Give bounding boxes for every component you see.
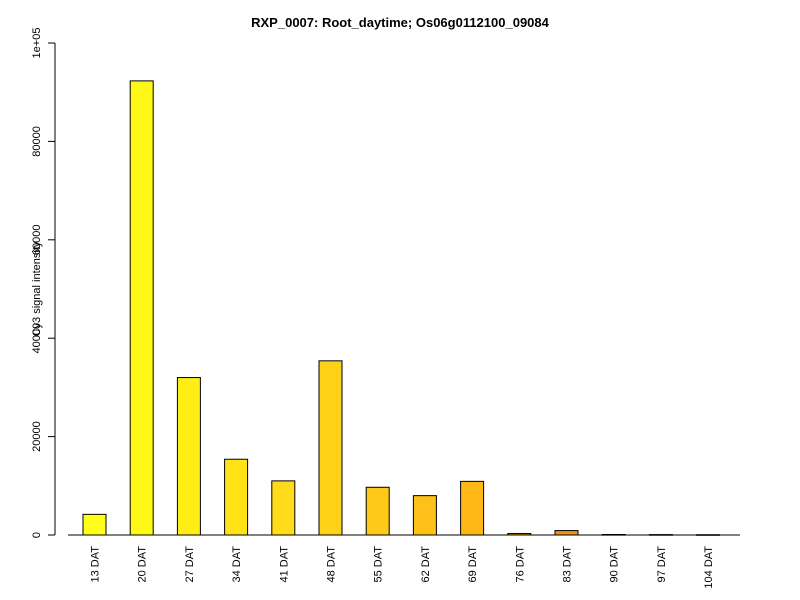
x-axis-tick-label: 48 DAT	[326, 546, 338, 583]
x-axis-tick-label: 104 DAT	[703, 546, 715, 589]
bar-55-dat	[365, 486, 390, 536]
x-axis-tick-label: 69 DAT	[467, 546, 479, 583]
bar-48-dat	[318, 360, 343, 536]
bar-90-dat	[601, 534, 626, 536]
y-axis-tick-label: 60000	[31, 225, 43, 256]
y-axis-label: Cy3 signal intensity	[31, 241, 43, 336]
x-axis-tick-label: 55 DAT	[373, 546, 385, 583]
x-axis-tick-label: 97 DAT	[656, 546, 668, 583]
x-axis-tick-label: 20 DAT	[137, 546, 149, 583]
bar-27-dat	[176, 377, 201, 536]
chart-title: RXP_0007: Root_daytime; Os06g0112100_090…	[251, 15, 550, 30]
x-axis-tick-label: 62 DAT	[420, 546, 432, 583]
y-axis-tick-label: 40000	[31, 323, 43, 354]
bar-104-dat	[696, 534, 721, 536]
bar-13-dat	[82, 513, 107, 536]
y-axis-tick-label: 1e+05	[31, 28, 43, 59]
bars-group	[82, 80, 721, 536]
x-axis-tick-label: 90 DAT	[609, 546, 621, 583]
bar-83-dat	[554, 530, 579, 536]
bar-97-dat	[648, 534, 673, 536]
y-axis: 0 20000 40000 60000 80000 1e+05	[31, 28, 56, 538]
x-axis-tick-label: 76 DAT	[514, 546, 526, 583]
y-axis-tick-label: 20000	[31, 421, 43, 452]
x-axis-tick-label: 34 DAT	[231, 546, 243, 583]
bar-76-dat	[507, 533, 532, 536]
bar-20-dat	[129, 80, 154, 536]
x-axis-tick-label: 13 DAT	[90, 546, 102, 583]
bar-69-dat	[460, 480, 485, 536]
x-axis-tick-labels: 13 DAT 20 DAT 27 DAT 34 DAT 41 DAT 48 DAT 55 D…	[90, 546, 716, 589]
x-axis-tick-label: 41 DAT	[278, 546, 290, 583]
y-axis-tick-label: 0	[31, 532, 43, 538]
x-axis-tick-label: 27 DAT	[184, 546, 196, 583]
bar-41-dat	[271, 480, 296, 536]
y-axis-tick-label: 80000	[31, 126, 43, 157]
bar-62-dat	[412, 495, 437, 536]
x-axis-tick-label: 83 DAT	[562, 546, 574, 583]
bar-34-dat	[224, 458, 249, 536]
